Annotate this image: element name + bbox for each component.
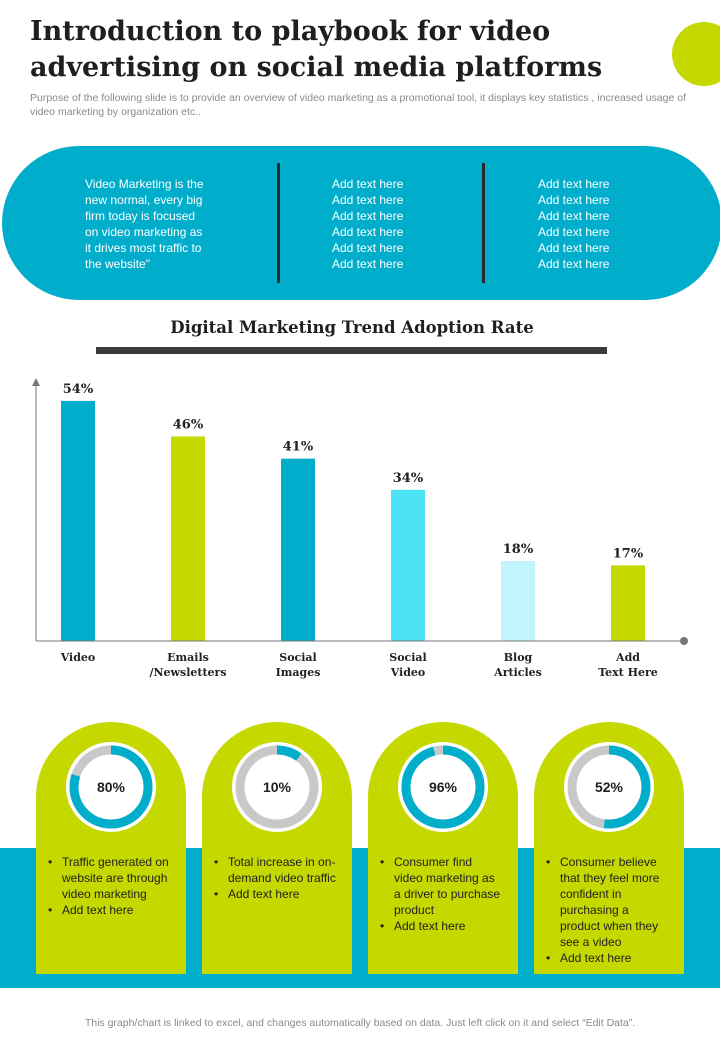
pill-divider-1 bbox=[277, 163, 280, 283]
pill-column-3: Add text here Add text here Add text here A… bbox=[538, 176, 658, 272]
data-label: 54% bbox=[63, 382, 94, 397]
x-tick-label: Images bbox=[276, 666, 321, 679]
progress-ring-icon bbox=[232, 742, 322, 832]
x-tick-label: Blog bbox=[504, 651, 533, 664]
progress-ring-icon bbox=[564, 742, 654, 832]
x-tick-label: Video bbox=[60, 651, 96, 664]
page-subtitle: Purpose of the following slide is to pro… bbox=[30, 92, 687, 118]
x-tick-label: Social bbox=[389, 651, 426, 664]
pill-col1-line: it drives most traffic to bbox=[85, 241, 202, 255]
stat-percent: 10% bbox=[262, 779, 292, 795]
bar bbox=[391, 489, 425, 641]
x-axis-end-dot bbox=[680, 637, 688, 645]
pill-column-2: Add text here Add text here Add text here A… bbox=[332, 176, 452, 272]
stat-bullet-item: Total increase in on-demand video traffi… bbox=[210, 854, 338, 886]
x-tick-label: Add bbox=[615, 651, 640, 664]
stat-bullet-item: Add text here bbox=[376, 918, 504, 934]
stat-bullet-item: Add text here bbox=[542, 950, 670, 966]
stat-bullets: Traffic generated on website are through… bbox=[44, 854, 172, 918]
bar bbox=[61, 400, 95, 641]
data-label: 46% bbox=[173, 417, 204, 432]
data-label: 18% bbox=[503, 542, 534, 557]
stat-bullets: Consumer believe that they feel more con… bbox=[542, 854, 670, 966]
pill-col2-line: Add text here bbox=[332, 257, 404, 271]
pill-col1-line: firm today is focused bbox=[85, 209, 196, 223]
stat-ring: 80% bbox=[66, 742, 156, 832]
x-tick-label: Articles bbox=[493, 666, 542, 679]
chart-title-underline bbox=[96, 347, 607, 354]
pill-col1-line: new normal, every big bbox=[85, 193, 203, 207]
x-tick-label: Video bbox=[390, 666, 426, 679]
y-axis-arrow bbox=[32, 378, 40, 386]
stat-percent: 80% bbox=[96, 779, 126, 795]
x-tick-label: Social bbox=[279, 651, 316, 664]
pill-col2-line: Add text here bbox=[332, 193, 404, 207]
stat-ring: 52% bbox=[564, 742, 654, 832]
pill-col3-line: Add text here bbox=[538, 225, 610, 239]
bar bbox=[171, 436, 205, 641]
data-label: 17% bbox=[613, 546, 644, 561]
stat-bullets: Total increase in on-demand video traffi… bbox=[210, 854, 338, 902]
pill-col1-line: on video marketing as bbox=[85, 225, 203, 239]
stat-bullet-item: Traffic generated on website are through… bbox=[44, 854, 172, 902]
pill-col1-line: the website" bbox=[85, 257, 150, 271]
x-tick-label: Text Here bbox=[598, 666, 658, 679]
data-label: 34% bbox=[393, 471, 424, 486]
pill-col3-line: Add text here bbox=[538, 209, 610, 223]
page-title: Introduction to playbook for video adver… bbox=[30, 16, 603, 83]
stat-ring: 96% bbox=[398, 742, 488, 832]
stat-bullets: Consumer find video marketing as a drive… bbox=[376, 854, 504, 934]
pill-col3-line: Add text here bbox=[538, 257, 610, 271]
adoption-rate-bar-chart: 54% Video 46% Emails/Newsletters 41% Social Im… bbox=[32, 378, 688, 679]
pill-col2-line: Add text here bbox=[332, 209, 404, 223]
progress-ring-icon bbox=[398, 742, 488, 832]
stat-percent: 96% bbox=[428, 779, 458, 795]
progress-ring-icon bbox=[66, 742, 156, 832]
decorative-circle bbox=[672, 22, 720, 86]
x-tick-label: /Newsletters bbox=[149, 666, 226, 679]
stat-ring: 10% bbox=[232, 742, 322, 832]
stat-bullet-item: Add text here bbox=[44, 902, 172, 918]
pill-col3-line: Add text here bbox=[538, 241, 610, 255]
bar bbox=[281, 458, 315, 641]
pill-col1-line: Video Marketing is the bbox=[85, 177, 204, 191]
chart-title: Digital Marketing Trend Adoption Rate bbox=[170, 318, 534, 337]
data-label: 41% bbox=[283, 440, 314, 455]
info-pill-banner bbox=[2, 146, 720, 300]
pill-col3-line: Add text here bbox=[538, 193, 610, 207]
bar bbox=[611, 565, 645, 641]
stat-percent: 52% bbox=[594, 779, 624, 795]
stat-bullet-item: Consumer find video marketing as a drive… bbox=[376, 854, 504, 918]
footer-note: This graph/chart is linked to excel, and… bbox=[84, 1017, 636, 1029]
stat-bullet-item: Add text here bbox=[210, 886, 338, 902]
pill-col2-line: Add text here bbox=[332, 177, 404, 191]
bar bbox=[501, 560, 535, 641]
stat-bullet-item: Consumer believe that they feel more con… bbox=[542, 854, 670, 950]
pill-divider-2 bbox=[482, 163, 485, 283]
pill-col3-line: Add text here bbox=[538, 177, 610, 191]
pill-col2-line: Add text here bbox=[332, 225, 404, 239]
x-tick-label: Emails bbox=[167, 651, 209, 664]
pill-col2-line: Add text here bbox=[332, 241, 404, 255]
pill-column-1: Video Marketing is the new normal, every … bbox=[85, 176, 235, 272]
